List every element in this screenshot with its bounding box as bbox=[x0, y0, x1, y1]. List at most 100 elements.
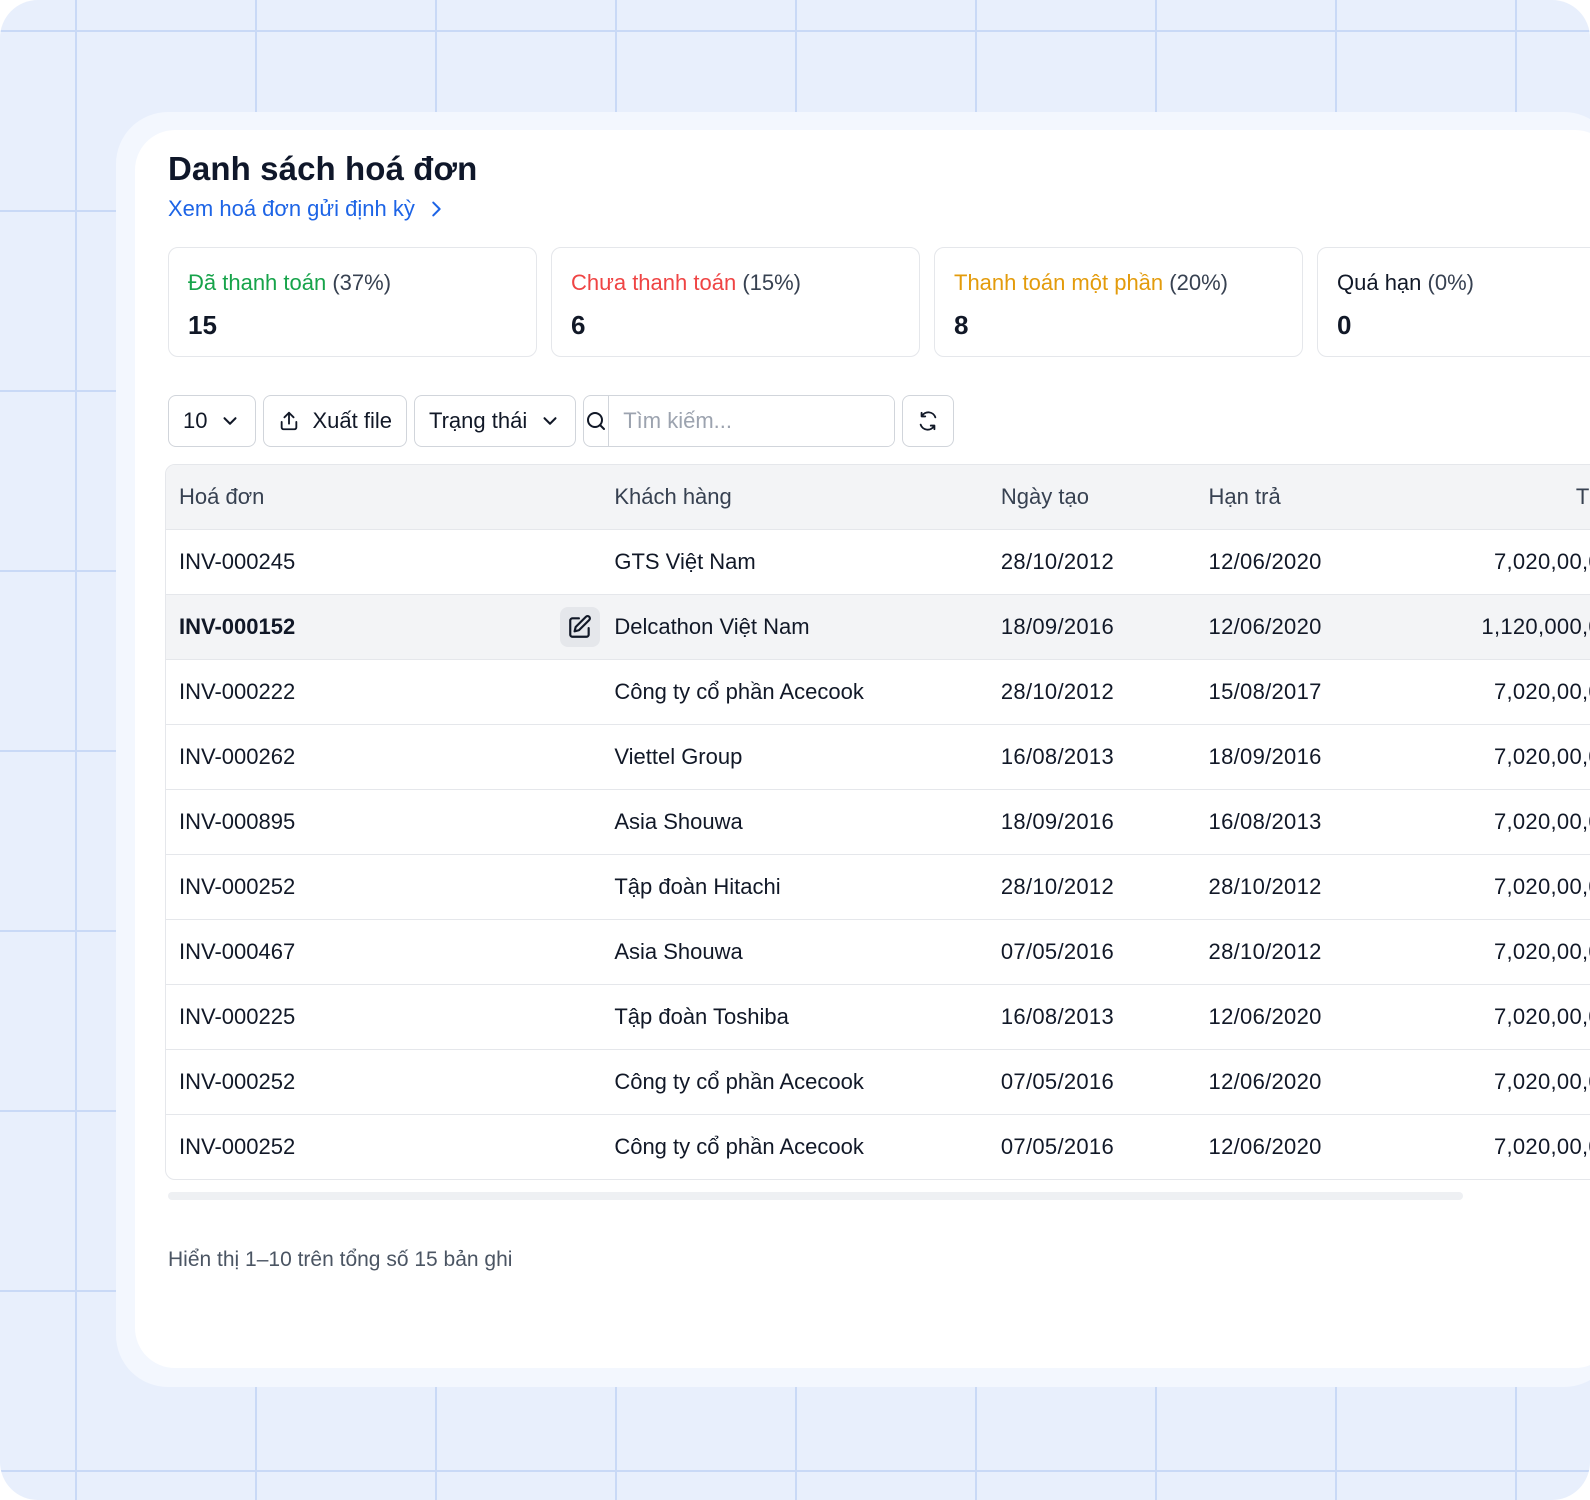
due-cell: 12/06/2020 bbox=[1208, 613, 1322, 639]
due-cell: 12/06/2020 bbox=[1208, 1003, 1322, 1029]
table-row[interactable]: INV-000225 Tập đoàn Toshiba 16/08/2013 1… bbox=[166, 984, 1590, 1049]
created-cell: 16/08/2013 bbox=[1000, 743, 1114, 769]
recurring-invoices-link[interactable]: Xem hoá đơn gửi định kỳ bbox=[168, 196, 447, 222]
chevron-down-icon bbox=[223, 417, 237, 425]
created-cell: 07/05/2016 bbox=[1000, 1133, 1114, 1159]
created-cell: 07/05/2016 bbox=[1000, 1068, 1114, 1094]
export-button[interactable]: Xuất file bbox=[263, 395, 407, 447]
invoice-cell: INV-000252 bbox=[179, 873, 296, 899]
invoice-table: Hoá đơn Khách hàng Ngày tạo Hạn trả Thuế… bbox=[165, 464, 1590, 1180]
status-filter-label: Trạng thái bbox=[428, 408, 528, 433]
customer-cell: Tập đoàn Toshiba bbox=[614, 1003, 789, 1029]
chevron-down-icon bbox=[543, 417, 557, 425]
invoice-cell: INV-000152 bbox=[179, 613, 296, 639]
page-title: Danh sách hoá đơn bbox=[168, 150, 478, 187]
tax-cell: 1,120,000,000 bbox=[1481, 613, 1590, 639]
table-header-row: Hoá đơn Khách hàng Ngày tạo Hạn trả Thuế bbox=[166, 465, 1590, 530]
horizontal-scrollbar[interactable] bbox=[168, 1192, 1463, 1200]
edit-icon bbox=[569, 614, 592, 638]
stat-partial-value: 8 bbox=[954, 310, 969, 340]
stat-overdue: Quá hạn (0%) 0 bbox=[1317, 247, 1590, 357]
table-row[interactable]: INV-000467 Asia Shouwa 07/05/2016 28/10/… bbox=[166, 919, 1590, 984]
created-cell: 28/10/2012 bbox=[1000, 548, 1114, 574]
customer-cell: Asia Shouwa bbox=[614, 938, 743, 964]
customer-cell: Delcathon Việt Nam bbox=[614, 613, 810, 639]
customer-cell: Viettel Group bbox=[614, 743, 743, 769]
customer-cell: Công ty cổ phần Acecook bbox=[614, 1133, 864, 1159]
tax-cell: 7,020,00,000 bbox=[1493, 548, 1590, 574]
table-row[interactable]: INV-000895 Asia Shouwa 18/09/2016 16/08/… bbox=[166, 789, 1590, 854]
stat-partial-label: Thanh toán một phần bbox=[954, 270, 1164, 295]
invoice-cell: INV-000225 bbox=[179, 1003, 296, 1029]
stat-paid-label: Đã thanh toán bbox=[188, 270, 327, 295]
column-header-customer[interactable]: Khách hàng bbox=[614, 465, 1001, 530]
recurring-invoices-link-label: Xem hoá đơn gửi định kỳ bbox=[168, 196, 415, 221]
created-cell: 07/05/2016 bbox=[1000, 938, 1114, 964]
stat-paid-percent: (37%) bbox=[332, 270, 392, 295]
customer-cell: Công ty cổ phần Acecook bbox=[614, 678, 864, 704]
table-row[interactable]: INV-000245 GTS Việt Nam 28/10/2012 12/06… bbox=[166, 529, 1590, 594]
due-cell: 28/10/2012 bbox=[1208, 873, 1322, 899]
table-row[interactable]: INV-000252 Công ty cổ phần Acecook 07/05… bbox=[166, 1049, 1590, 1114]
created-cell: 28/10/2012 bbox=[1000, 873, 1114, 899]
toolbar: 10 Xuất file Trạng thái bbox=[168, 395, 955, 447]
created-cell: 28/10/2012 bbox=[1000, 678, 1114, 704]
search-button[interactable] bbox=[584, 396, 610, 446]
table-row[interactable]: INV-000262 Viettel Group 16/08/2013 18/0… bbox=[166, 724, 1590, 789]
due-cell: 12/06/2020 bbox=[1208, 548, 1322, 574]
search-box bbox=[583, 395, 896, 447]
invoice-card: Danh sách hoá đơn Xem hoá đơn gửi định k… bbox=[135, 130, 1590, 1368]
table-row[interactable]: INV-000252 Tập đoàn Hitachi 28/10/2012 2… bbox=[166, 854, 1590, 919]
stat-partial: Thanh toán một phần (20%) 8 bbox=[934, 247, 1303, 357]
due-cell: 15/08/2017 bbox=[1208, 678, 1322, 704]
page-size-select[interactable]: 10 bbox=[168, 395, 257, 447]
stat-unpaid: Chưa thanh toán (15%) 6 bbox=[551, 247, 920, 357]
stat-overdue-value: 0 bbox=[1337, 310, 1352, 340]
tax-cell: 7,020,00,000 bbox=[1493, 678, 1590, 704]
invoice-cell: INV-000252 bbox=[179, 1133, 296, 1159]
invoice-cell: INV-000262 bbox=[179, 743, 296, 769]
column-header-invoice[interactable]: Hoá đơn bbox=[166, 465, 615, 530]
customer-cell: GTS Việt Nam bbox=[614, 548, 756, 574]
tax-cell: 7,020,00,000 bbox=[1493, 743, 1590, 769]
column-header-due[interactable]: Hạn trả bbox=[1208, 465, 1369, 530]
tax-cell: 7,020,00,000 bbox=[1493, 873, 1590, 899]
tax-cell: 7,020,00,000 bbox=[1493, 1003, 1590, 1029]
upload-icon bbox=[281, 411, 298, 431]
refresh-button[interactable] bbox=[902, 395, 955, 447]
column-header-created[interactable]: Ngày tạo bbox=[1000, 465, 1209, 530]
tax-cell: 7,020,00,000 bbox=[1493, 1068, 1590, 1094]
invoice-cell: INV-000467 bbox=[179, 938, 296, 964]
status-filter[interactable]: Trạng thái bbox=[413, 395, 577, 447]
due-cell: 16/08/2013 bbox=[1208, 808, 1322, 834]
pagination-summary: Hiển thị 1–10 trên tổng số 15 bản ghi bbox=[168, 1248, 513, 1271]
invoice-cell: INV-000245 bbox=[179, 548, 296, 574]
refresh-icon bbox=[919, 411, 937, 431]
customer-cell: Tập đoàn Hitachi bbox=[614, 873, 781, 899]
page-size-value: 10 bbox=[183, 408, 208, 433]
created-cell: 18/09/2016 bbox=[1000, 808, 1114, 834]
created-cell: 16/08/2013 bbox=[1000, 1003, 1114, 1029]
stat-paid: Đã thanh toán (37%) 15 bbox=[168, 247, 537, 357]
column-header-tax[interactable]: Thuế bbox=[1368, 465, 1590, 530]
edit-button[interactable] bbox=[560, 606, 601, 647]
stat-unpaid-label: Chưa thanh toán bbox=[571, 270, 737, 295]
export-button-label: Xuất file bbox=[312, 408, 392, 433]
table-row[interactable]: INV-000222 Công ty cổ phần Acecook 28/10… bbox=[166, 659, 1590, 724]
due-cell: 28/10/2012 bbox=[1208, 938, 1322, 964]
customer-cell: Công ty cổ phần Acecook bbox=[614, 1068, 864, 1094]
stat-unpaid-value: 6 bbox=[571, 310, 586, 340]
due-cell: 18/09/2016 bbox=[1208, 743, 1322, 769]
due-cell: 12/06/2020 bbox=[1208, 1068, 1322, 1094]
invoice-cell: INV-000252 bbox=[179, 1068, 296, 1094]
invoice-cell: INV-000895 bbox=[179, 808, 296, 834]
table-row[interactable]: INV-000152 Delcathon Việt Nam 18/09/2016… bbox=[166, 594, 1590, 659]
search-icon bbox=[587, 412, 606, 430]
search-input[interactable] bbox=[609, 396, 895, 446]
table-row[interactable]: INV-000252 Công ty cổ phần Acecook 07/05… bbox=[166, 1114, 1590, 1179]
stat-partial-percent: (20%) bbox=[1169, 270, 1228, 295]
due-cell: 12/06/2020 bbox=[1208, 1133, 1322, 1159]
stat-overdue-label: Quá hạn bbox=[1337, 270, 1422, 295]
created-cell: 18/09/2016 bbox=[1000, 613, 1114, 639]
chevron-right-icon bbox=[432, 201, 441, 217]
